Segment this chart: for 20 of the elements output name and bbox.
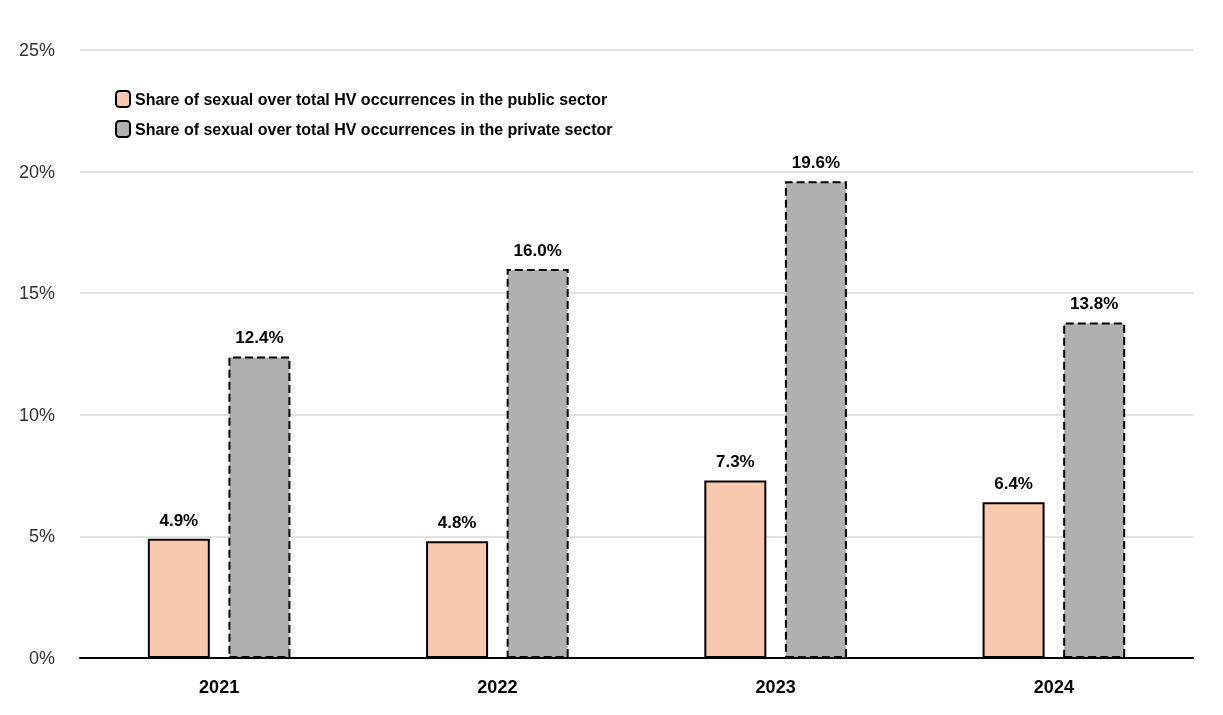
y-tick-label: 25%: [18, 40, 55, 60]
x-tick-label: 2023: [755, 677, 796, 697]
y-tick-label: 15%: [18, 283, 55, 304]
x-tick-label: 2022: [477, 677, 518, 697]
y-tick-label: 10%: [18, 404, 55, 425]
x-tick-label: 2021: [199, 677, 240, 697]
y-tick-label: 5%: [28, 526, 55, 547]
data-label: 6.4%: [994, 474, 1033, 494]
data-label: 4.9%: [159, 510, 199, 530]
data-label: 13.8%: [1070, 294, 1119, 314]
y-tick-label: 20%: [18, 161, 55, 182]
legend-label: Share of sexual over total HV occurrences in the private sector: [135, 120, 613, 138]
legend-label: Share of sexual over total HV occurrences in the public sector: [135, 90, 608, 108]
data-label: 12.4%: [235, 328, 284, 348]
data-label: 7.3%: [715, 452, 755, 472]
data-label: 4.8%: [437, 513, 477, 533]
data-label: 16.0%: [513, 240, 562, 260]
x-tick-label: 2024: [1033, 677, 1074, 697]
data-label: 19.6%: [791, 153, 841, 173]
y-tick-label: 0%: [28, 648, 55, 668]
